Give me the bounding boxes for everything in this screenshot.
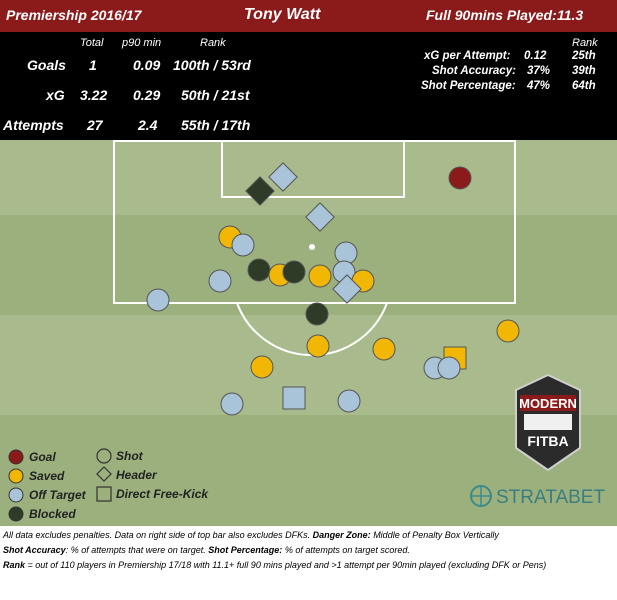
minutes-label: Full 90mins Played:: [426, 7, 557, 23]
shot-accuracy-label: Shot Accuracy:: [432, 65, 516, 77]
modernfitba-logo: MODERN FITBA: [515, 373, 581, 472]
footnote-line-2: Shot Accuracy: % of attempts that were o…: [3, 545, 410, 555]
pitch-chart: MODERN FITBA STRATABET: [0, 140, 617, 526]
col-header-rank: Rank: [200, 37, 226, 49]
shot-marker-off_target-shot: [220, 392, 244, 416]
row-p90-xg: 0.29: [133, 87, 161, 103]
row-total-xg: 3.22: [80, 87, 108, 103]
logo-text-fitba: FITBA: [527, 433, 568, 449]
row-label-goals: Goals: [27, 57, 66, 73]
shot-marker-off_target-shot: [337, 389, 361, 413]
legend-shot-label: Shot: [116, 449, 144, 463]
shot-marker-blocked-shot: [282, 260, 306, 284]
shot-percentage-rank: 64th: [572, 80, 596, 92]
legend-shot-marker: [96, 448, 112, 464]
legend-goal-label: Goal: [29, 450, 56, 464]
shot-marker-blocked-shot: [247, 258, 271, 282]
footnote-line-1: All data excludes penalties. Data on rig…: [3, 530, 499, 540]
footnote-line-3: Rank = out of 110 players in Premiership…: [3, 560, 547, 570]
shot-marker-saved-shot: [250, 355, 274, 379]
row-p90-attempts: 2.4: [138, 117, 158, 133]
stats-panel: Total p90 min Rank Goals 1 0.09 100th / …: [0, 32, 617, 140]
legend-saved-marker: [8, 468, 24, 484]
legend-dfk-label: Direct Free-Kick: [116, 487, 209, 501]
xg-per-attempt-rank: 25th: [572, 50, 596, 62]
shot-marker-saved-shot: [496, 319, 520, 343]
shot-marker-blocked-header: [245, 176, 275, 206]
shot-marker-off_target-header: [332, 274, 362, 304]
pitch-stripe: [0, 140, 617, 215]
row-label-attempts: Attempts: [3, 117, 64, 133]
legend-goal-marker: [8, 449, 24, 465]
pitch-stripe: [0, 215, 617, 315]
shot-markers: [146, 162, 520, 416]
shot-percentage-value: 47%: [527, 80, 551, 92]
row-rank-goals: 100th / 53rd: [173, 57, 251, 73]
shot-marker-blocked-shot: [305, 302, 329, 326]
shot-accuracy-value: 37%: [527, 65, 551, 77]
row-rank-xg: 50th / 21st: [181, 87, 250, 103]
shot-marker-saved-shot: [308, 264, 332, 288]
minutes-value: 11.3: [557, 7, 584, 23]
legend-blocked-label: Blocked: [29, 507, 76, 521]
right-col-header-rank: Rank: [572, 37, 598, 49]
logo-banner: [520, 395, 576, 411]
logo-bars: [524, 414, 572, 430]
shot-marker-off_target-shot: [437, 356, 461, 380]
shot-marker-off_target-header: [268, 162, 298, 192]
penalty-spot: [309, 244, 315, 250]
shot-marker-off_target-shot: [208, 269, 232, 293]
legend-blocked-marker: [8, 506, 24, 522]
shot-marker-saved-shot: [306, 334, 330, 358]
shot-marker-off_target-shot: [231, 233, 255, 257]
legend-off-target-marker: [8, 487, 24, 503]
row-p90-goals: 0.09: [133, 57, 161, 73]
legend-dfk-marker: [96, 486, 112, 502]
pitch-stripe: [0, 415, 617, 526]
player-name: Tony Watt: [244, 6, 321, 23]
col-header-total: Total: [80, 37, 104, 49]
row-rank-attempts: 55th / 17th: [181, 117, 251, 133]
xg-per-attempt-label: xG per Attempt:: [424, 50, 511, 62]
shot-accuracy-rank: 39th: [572, 65, 596, 77]
footnotes: All data excludes penalties. Data on rig…: [3, 528, 615, 573]
legend-header-marker: [96, 466, 112, 482]
competition-title: Premiership 2016/17: [6, 7, 142, 23]
shot-percentage-label: Shot Percentage:: [421, 80, 516, 92]
col-header-p90: p90 min: [122, 37, 162, 49]
legend: Goal Saved Off Target Blocked Shot Heade…: [8, 448, 209, 522]
shot-marker-off_target-shot: [146, 288, 170, 312]
shot-marker-saved-shot: [372, 337, 396, 361]
logo-text-modern: MODERN: [519, 396, 577, 411]
shot-marker-off_target-header: [305, 202, 335, 232]
stratabet-wordmark: STRATABET: [496, 487, 605, 508]
shot-marker-off_target-dfk: [282, 386, 306, 410]
stratabet-logo: STRATABET: [470, 485, 605, 508]
six-yard-box: [221, 140, 405, 198]
row-total-attempts: 27: [87, 117, 103, 133]
shot-marker-goal-shot: [448, 166, 472, 190]
legend-saved-label: Saved: [29, 469, 65, 483]
xg-per-attempt-value: 0.12: [524, 50, 547, 62]
row-total-goals: 1: [89, 57, 97, 73]
legend-off-target-label: Off Target: [29, 488, 87, 502]
row-label-xg: xG: [46, 87, 65, 103]
header-bar: Premiership 2016/17 Tony Watt Full 90min…: [0, 0, 617, 32]
legend-header-label: Header: [116, 468, 158, 482]
